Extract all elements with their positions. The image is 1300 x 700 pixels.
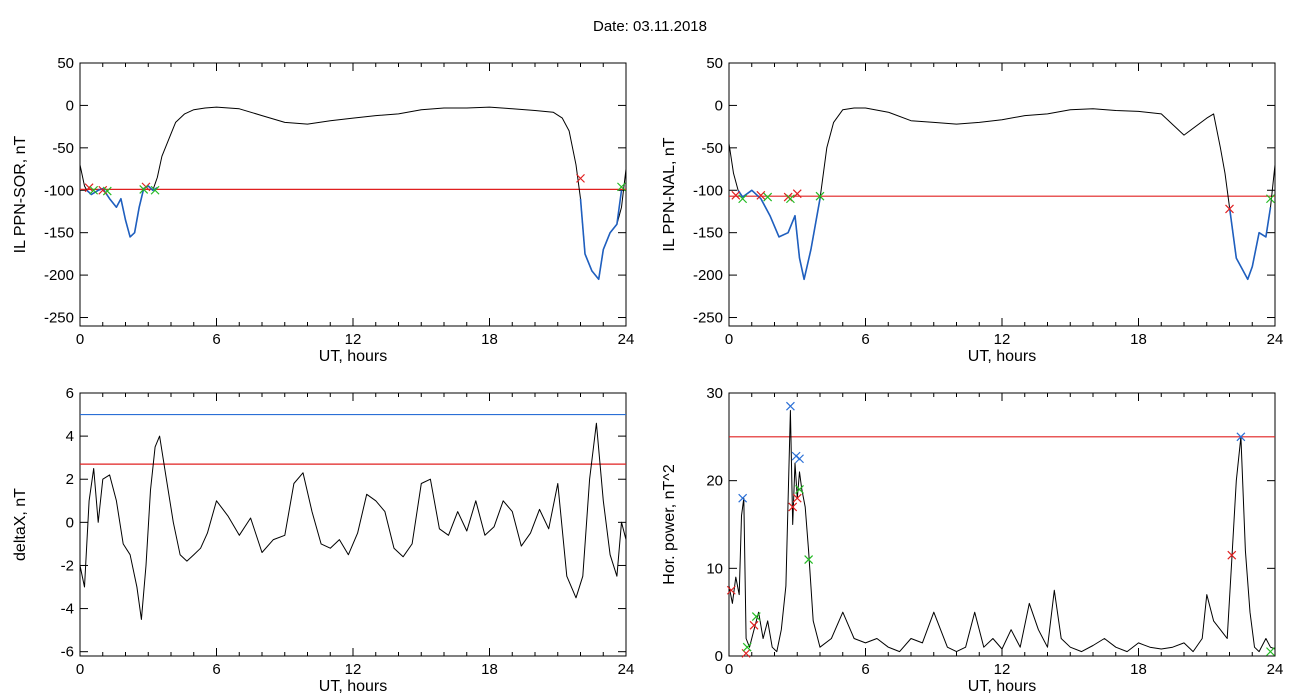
date-title: Date: 03.11.2018 (593, 18, 707, 35)
power-plot-frame (728, 392, 1276, 657)
nal-y-tick-label: 50 (706, 55, 723, 72)
nal-x-tick-label: 12 (994, 331, 1011, 348)
power-y-tick-label: 10 (706, 560, 723, 577)
nal-trace-line (728, 107, 1276, 280)
power-marker (749, 620, 759, 630)
sor-marker (617, 182, 626, 192)
sor-y-tick-label: -200 (44, 267, 74, 284)
nal-x-tick-label: 24 (1267, 331, 1284, 348)
sor-marker (102, 186, 112, 196)
nal-marker (786, 194, 795, 204)
sor-y-tick-label: -250 (44, 310, 74, 327)
nal-x-tick-label: 18 (1130, 331, 1147, 348)
nal-y-axis-label: IL PPN-NAL, nT (661, 137, 678, 251)
nal-y-tick-label: -50 (701, 140, 723, 157)
sor-y-tick-label: 0 (66, 97, 74, 114)
power-x-tick-label: 18 (1130, 661, 1147, 678)
nal-x-tick-label: 6 (861, 331, 869, 348)
nal-x-tick-label: 0 (725, 331, 733, 348)
nal-marker (731, 190, 741, 200)
power-x-tick-label: 6 (861, 661, 869, 678)
power-y-axis-label: Hor. power, nT^2 (661, 464, 678, 585)
sor-marker (150, 185, 160, 195)
nal-y-tick-label: -150 (693, 225, 723, 242)
power-x-tick-label: 0 (725, 661, 733, 678)
power-marker (788, 502, 798, 512)
deltax-x-tick-label: 0 (76, 661, 84, 678)
deltax-y-tick-label: 4 (66, 428, 74, 445)
power-y-tick-label: 0 (715, 648, 723, 665)
nal-marker (763, 192, 773, 202)
nal-marker (738, 194, 748, 204)
deltax-y-tick-label: 6 (66, 385, 74, 402)
deltax-plot-frame (79, 392, 627, 657)
deltax-x-axis-label: UT, hours (319, 678, 387, 695)
sor-storm-line (579, 190, 623, 281)
power-marker (738, 493, 748, 503)
deltax-y-tick-label: -2 (61, 557, 74, 574)
deltax-trace-line (79, 422, 627, 620)
sor-marker (576, 173, 585, 183)
sor-marker (139, 184, 149, 194)
nal-y-tick-label: -100 (693, 182, 723, 199)
sor-x-tick-label: 24 (618, 331, 635, 348)
sor-y-tick-label: 50 (57, 55, 74, 72)
deltax-y-tick-label: -6 (61, 644, 74, 661)
power-marker (1236, 432, 1246, 442)
nal-storm-line (1228, 207, 1272, 281)
nal-y-tick-label: -250 (693, 310, 723, 327)
power-y-tick-label: 20 (706, 473, 723, 490)
power-marker (804, 555, 814, 564)
power-marker (742, 642, 752, 652)
sor-x-tick-label: 18 (481, 331, 498, 348)
nal-marker (792, 189, 802, 199)
nal-storm-line (737, 189, 821, 281)
deltax-y-axis-label: deltaX, nT (12, 488, 29, 561)
nal-marker (756, 190, 766, 200)
power-marker (795, 485, 804, 494)
nal-marker (815, 191, 825, 201)
power-y-tick-label: 30 (706, 385, 723, 402)
power-marker (751, 612, 761, 621)
nal-x-axis-label: UT, hours (968, 348, 1036, 365)
sor-plot-frame (79, 62, 627, 327)
sor-y-tick-label: -50 (52, 140, 74, 157)
deltax-y-tick-label: 0 (66, 514, 74, 531)
deltax-x-tick-label: 6 (212, 661, 220, 678)
deltax-x-tick-label: 12 (345, 661, 362, 678)
power-marker (1227, 550, 1237, 560)
nal-y-tick-label: 0 (715, 97, 723, 114)
sor-marker (84, 183, 94, 193)
sor-y-axis-label: IL PPN-SOR, nT (12, 135, 29, 253)
nal-plot-frame (728, 62, 1276, 327)
deltax-y-tick-label: -4 (61, 601, 74, 618)
power-marker (792, 493, 802, 503)
sor-x-tick-label: 6 (212, 331, 220, 348)
sor-x-tick-label: 0 (76, 331, 84, 348)
nal-y-tick-label: -200 (693, 267, 723, 284)
sor-trace-line (79, 106, 627, 280)
power-marker (1266, 647, 1275, 657)
deltax-y-tick-label: 2 (66, 471, 74, 488)
deltax-x-tick-label: 18 (481, 661, 498, 678)
power-marker (795, 454, 804, 464)
sor-x-axis-label: UT, hours (319, 348, 387, 365)
sor-marker (89, 185, 99, 195)
power-trace-line (728, 410, 1276, 653)
power-marker (726, 585, 736, 595)
power-x-tick-label: 24 (1267, 661, 1284, 678)
sor-y-tick-label: -100 (44, 182, 74, 199)
sor-x-tick-label: 12 (345, 331, 362, 348)
power-marker (786, 401, 795, 411)
nal-marker (1266, 194, 1275, 204)
deltax-x-tick-label: 24 (618, 661, 635, 678)
nal-marker (1225, 204, 1234, 214)
power-x-axis-label: UT, hours (968, 678, 1036, 695)
power-x-tick-label: 12 (994, 661, 1011, 678)
sor-y-tick-label: -150 (44, 225, 74, 242)
